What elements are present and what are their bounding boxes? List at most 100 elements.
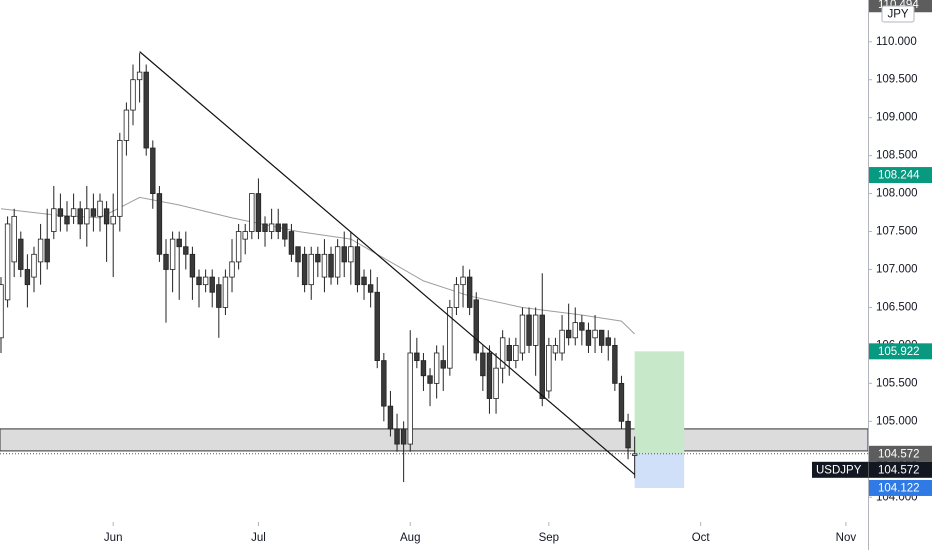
candle-body [414,352,420,361]
candle-body [334,246,341,278]
candle-body [202,276,209,286]
candle-body [499,337,506,369]
price-badge-label: 105.922 [878,346,920,358]
candle-body [130,79,136,111]
candle-body [612,345,618,384]
symbol-badge [812,461,932,478]
x-tick-label: Sep [539,532,559,544]
y-tick-label: 109.000 [876,112,918,124]
candle-body [70,208,77,217]
candle-body [4,223,11,301]
candle-body [77,208,83,225]
price-badge [869,445,932,462]
price-badge [869,167,932,184]
currency-label: JPY [887,9,908,21]
candle-body [473,299,479,354]
candle-body [275,223,281,232]
candle-body [90,208,97,217]
candle-body [407,352,413,445]
candle-body [526,314,532,346]
plot-area [0,51,868,488]
candle-body [466,276,473,308]
candle-body [625,420,631,449]
candle-body [546,345,552,392]
candle-body [387,405,394,430]
y-tick-label: 105.500 [876,377,918,389]
price-badge-label: 104.122 [878,482,920,494]
candle-body [110,215,116,225]
candle-body [57,208,64,217]
candle-body [361,276,367,286]
candle-body [513,345,519,361]
candle-body [84,208,90,225]
symbol-label: USDJPY [816,464,862,476]
candle-body [31,253,37,278]
candle-body [308,253,314,286]
candle-body [592,329,598,339]
candle-body [123,109,130,141]
price-badge-label: 108.244 [878,170,920,182]
y-tick-label: 106.500 [876,301,918,313]
candle-body [150,147,156,194]
candle-body [183,246,189,255]
candle-body [328,253,334,278]
candle-body [381,360,387,407]
candle-body [598,329,605,346]
candle-body [400,428,407,445]
candle-body [169,238,176,270]
y-tick-label: 108.000 [876,188,918,200]
candle-body [453,284,460,308]
candle-body [288,231,295,255]
candle-body [189,253,196,278]
candle-body [11,215,17,263]
candle-body [433,352,440,384]
price-badge-label: 104.572 [878,448,920,460]
candle-body [519,314,526,354]
candle-body [539,314,545,399]
profit-area [634,351,685,454]
candle-body [427,375,433,384]
candle-body [0,284,4,339]
candle-body [493,367,499,399]
candle-body [242,231,248,240]
candle-body [229,261,235,278]
high-price-badge-label: 110.494 [878,0,919,11]
candle-body [572,322,578,339]
candle-body [367,284,374,293]
candle-body [196,276,202,286]
candle-body [506,345,512,361]
candle-body [374,291,380,361]
candle-body [565,329,572,339]
y-tick-label: 105.000 [876,415,918,427]
candle-body [552,345,559,354]
candle-body [460,276,466,286]
candle-body [420,360,427,377]
loss-area [634,453,685,488]
candle-body [235,231,242,263]
candle-body [348,246,354,263]
candle-body [394,428,400,445]
candle-body [585,329,592,346]
candle-body [341,246,347,263]
candle-body [103,208,110,225]
candle-body [631,453,638,456]
symbol-price: 104.572 [878,464,920,476]
candle-body [282,223,288,240]
x-tick-label: Jul [251,532,266,544]
x-tick-label: Nov [836,532,857,544]
y-tick-label: 107.000 [876,264,918,276]
candle-body [143,71,149,149]
trendline [139,51,636,475]
y-tick-label: 109.500 [876,74,918,86]
candle-body [301,253,308,286]
candle-body [136,71,143,81]
y-tick-label: 110.000 [876,36,917,48]
candle-body [176,238,182,248]
candle-body [18,238,24,270]
support-zone [0,428,868,452]
candle-body [117,140,123,217]
candle-body [618,382,625,422]
candle-body [605,337,611,346]
